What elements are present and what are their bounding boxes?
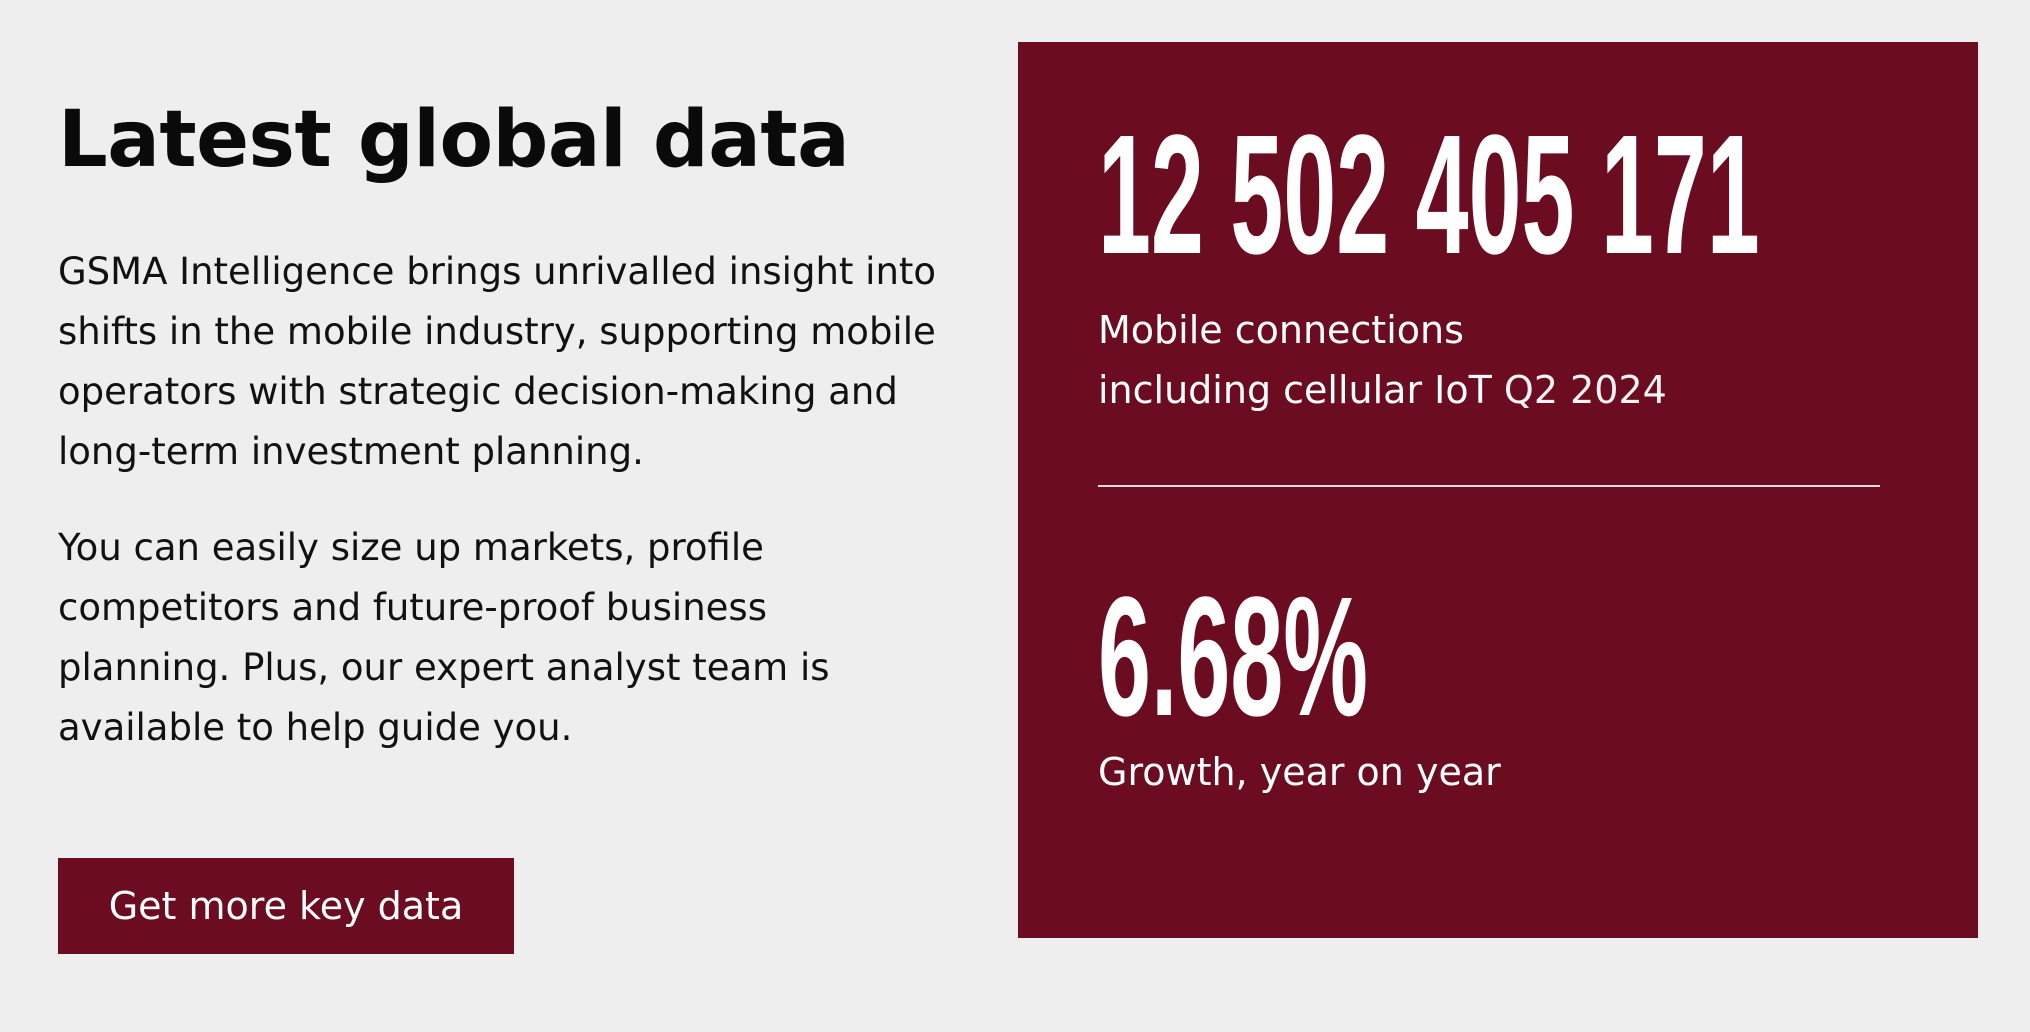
get-more-key-data-button[interactable]: Get more key data xyxy=(58,858,514,954)
connections-period: Q2 2024 xyxy=(1503,368,1667,412)
connections-label-line2: including cellular IoT Q2 2024 xyxy=(1098,360,1918,420)
connections-label-line1: Mobile connections xyxy=(1098,308,1464,352)
stats-divider xyxy=(1098,485,1880,487)
growth-percentage: 6.68% xyxy=(1098,562,1368,752)
page-title: Latest global data xyxy=(58,95,850,185)
connections-label-line2-text: including cellular IoT xyxy=(1098,368,1492,412)
intro-paragraph-2: You can easily size up markets, profile … xyxy=(58,526,830,749)
stats-panel: 12 502 405 171 Mobile connections includ… xyxy=(1018,42,1978,938)
intro-column: Latest global data GSMA Intelligence bri… xyxy=(58,90,938,758)
intro-paragraph-1: GSMA Intelligence brings unrivalled insi… xyxy=(58,250,937,473)
connections-label: Mobile connections including cellular Io… xyxy=(1098,300,1918,420)
growth-label: Growth, year on year xyxy=(1098,750,1501,794)
connections-count: 12 502 405 171 xyxy=(1098,100,1760,290)
